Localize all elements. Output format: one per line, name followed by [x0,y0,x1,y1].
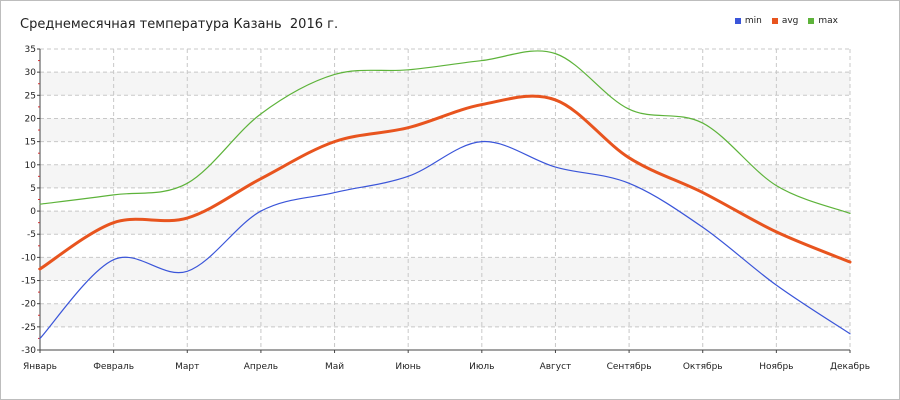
grid-band [40,257,850,281]
x-tick-label: Ноябрь [759,362,793,372]
grid-band [40,211,850,235]
y-tick-label: 25 [25,91,36,101]
y-tick-label: -30 [21,346,36,356]
y-tick-label: -20 [21,300,36,310]
series-line-max [39,50,851,214]
x-tick-label: Декабрь [830,362,870,372]
legend-label-min: min [744,16,762,26]
grid-band [40,118,850,142]
x-tick-label: Март [175,362,199,372]
legend-label-max: max [818,16,838,26]
y-tick-label: 5 [30,184,36,194]
grid-band [40,164,850,188]
series-line-avg [38,94,852,271]
y-tick-label: 20 [25,114,37,124]
x-tick-label: Май [325,362,344,372]
x-tick-label: Октябрь [683,362,723,372]
x-tick-label: Сентябрь [607,362,652,372]
legend-item-max: max [808,16,838,26]
legend-swatch-min [734,18,741,24]
y-tick-label: 15 [25,138,36,148]
y-tick-label: -15 [21,277,36,287]
y-tick-label: -5 [27,230,36,240]
grid-band [40,72,850,96]
legend-item-avg: avg [771,16,799,26]
x-tick-label: Июнь [395,362,421,372]
x-tick-label: Июль [469,362,494,372]
legend-swatch-avg [771,18,778,24]
y-tick-label: 30 [25,68,37,78]
legend-swatch-max [808,18,815,24]
x-tick-label: Апрель [244,362,278,372]
chart-title: Среднемесячная температура Казань 2016 г… [20,17,339,32]
y-tick-label: 10 [25,161,37,171]
y-tick-label: 0 [30,207,36,217]
grid-band [40,303,850,327]
series-line-min [39,141,851,340]
y-tick-label: -25 [21,323,36,333]
legend-item-min: min [734,16,762,26]
x-tick-label: Август [540,362,572,372]
chart-legend: min avg max [734,16,838,26]
x-tick-label: Январь [23,362,57,372]
legend-label-avg: avg [781,16,799,26]
y-tick-label: 35 [25,45,36,55]
x-tick-label: Февраль [93,362,134,372]
y-tick-label: -10 [21,253,36,263]
